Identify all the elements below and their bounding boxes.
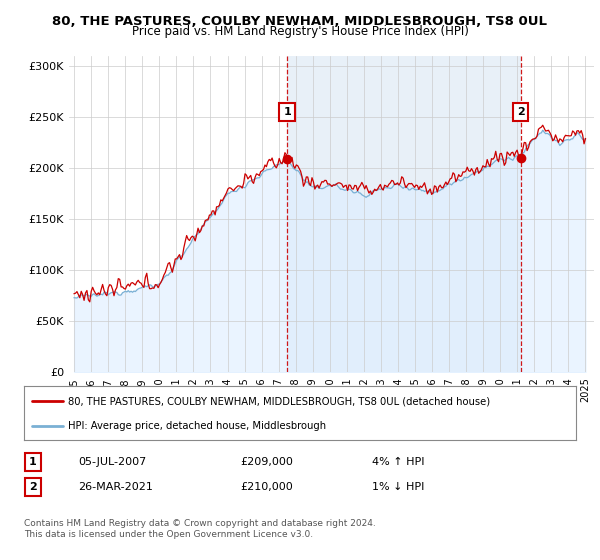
Text: 80, THE PASTURES, COULBY NEWHAM, MIDDLESBROUGH, TS8 0UL (detached house): 80, THE PASTURES, COULBY NEWHAM, MIDDLES…	[68, 396, 490, 407]
Text: Price paid vs. HM Land Registry's House Price Index (HPI): Price paid vs. HM Land Registry's House …	[131, 25, 469, 39]
Text: HPI: Average price, detached house, Middlesbrough: HPI: Average price, detached house, Midd…	[68, 421, 326, 431]
Text: 2: 2	[29, 482, 37, 492]
Text: £209,000: £209,000	[240, 457, 293, 467]
Text: Contains HM Land Registry data © Crown copyright and database right 2024.
This d: Contains HM Land Registry data © Crown c…	[24, 520, 376, 539]
Bar	[287, 56, 521, 372]
Text: 1% ↓ HPI: 1% ↓ HPI	[372, 482, 424, 492]
Text: 80, THE PASTURES, COULBY NEWHAM, MIDDLESBROUGH, TS8 0UL: 80, THE PASTURES, COULBY NEWHAM, MIDDLES…	[53, 15, 548, 28]
Text: 1: 1	[29, 457, 37, 467]
Text: 05-JUL-2007: 05-JUL-2007	[78, 457, 146, 467]
Text: £210,000: £210,000	[240, 482, 293, 492]
Text: 26-MAR-2021: 26-MAR-2021	[78, 482, 153, 492]
Text: 4% ↑ HPI: 4% ↑ HPI	[372, 457, 425, 467]
Text: 1: 1	[283, 107, 291, 117]
Text: 2: 2	[517, 107, 524, 117]
